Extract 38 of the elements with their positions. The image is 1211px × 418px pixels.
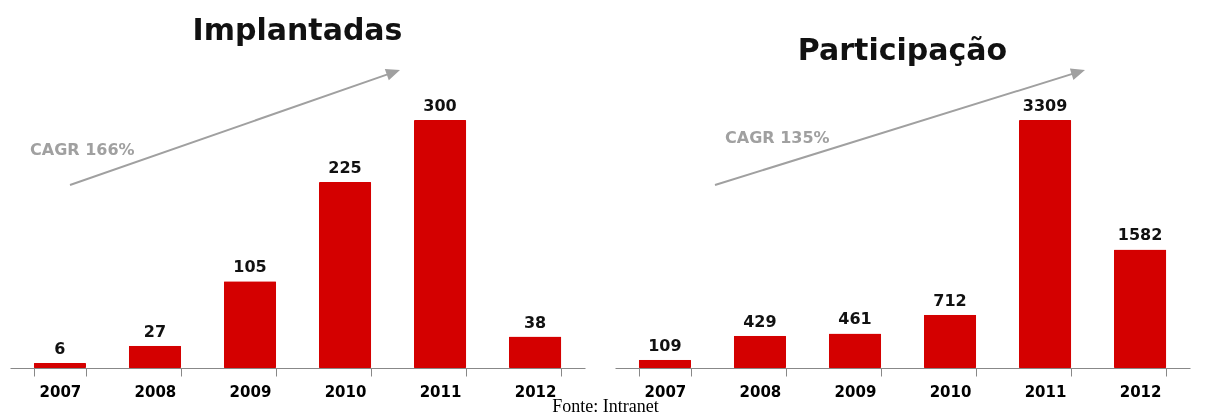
x-tick-label: 2010 xyxy=(324,382,367,401)
x-tick-label: 2011 xyxy=(419,382,462,401)
chart-title: Participação xyxy=(797,32,1008,67)
data-label: 225 xyxy=(328,158,362,177)
data-label: 712 xyxy=(933,290,967,310)
x-tick-label: 2008 xyxy=(739,382,782,401)
bar xyxy=(1113,249,1167,368)
bar xyxy=(223,281,277,368)
data-label: 6 xyxy=(54,339,66,359)
data-label: 1582 xyxy=(1117,225,1163,245)
annotation: CAGR 135% xyxy=(725,128,830,147)
bar xyxy=(128,345,182,368)
bar xyxy=(923,314,977,368)
x-tick-label: 2007 xyxy=(39,382,82,401)
bar xyxy=(413,120,467,368)
x-tick-label: 2009 xyxy=(834,382,877,401)
data-label: 3309 xyxy=(1022,96,1068,115)
x-tick-label: 2010 xyxy=(929,382,972,401)
data-label: 461 xyxy=(838,309,872,329)
data-label: 38 xyxy=(523,312,547,332)
annotation: CAGR 166% xyxy=(30,140,135,159)
x-tick-label: 2009 xyxy=(229,382,272,401)
data-label: 27 xyxy=(143,321,167,341)
chart-title: Implantadas xyxy=(192,12,403,47)
x-tick-label: 2012 xyxy=(1119,382,1162,401)
data-label: 109 xyxy=(648,335,682,355)
x-tick-label: 2011 xyxy=(1024,382,1067,401)
data-label: 105 xyxy=(233,257,267,277)
bar xyxy=(33,363,87,368)
bar xyxy=(508,336,562,368)
bar xyxy=(638,359,692,368)
bar xyxy=(828,333,882,368)
data-label: 300 xyxy=(423,96,457,115)
x-tick-label: 2008 xyxy=(134,382,177,401)
bar xyxy=(733,335,787,368)
bar xyxy=(1018,120,1072,368)
data-label: 429 xyxy=(743,311,777,331)
bar xyxy=(318,182,372,368)
